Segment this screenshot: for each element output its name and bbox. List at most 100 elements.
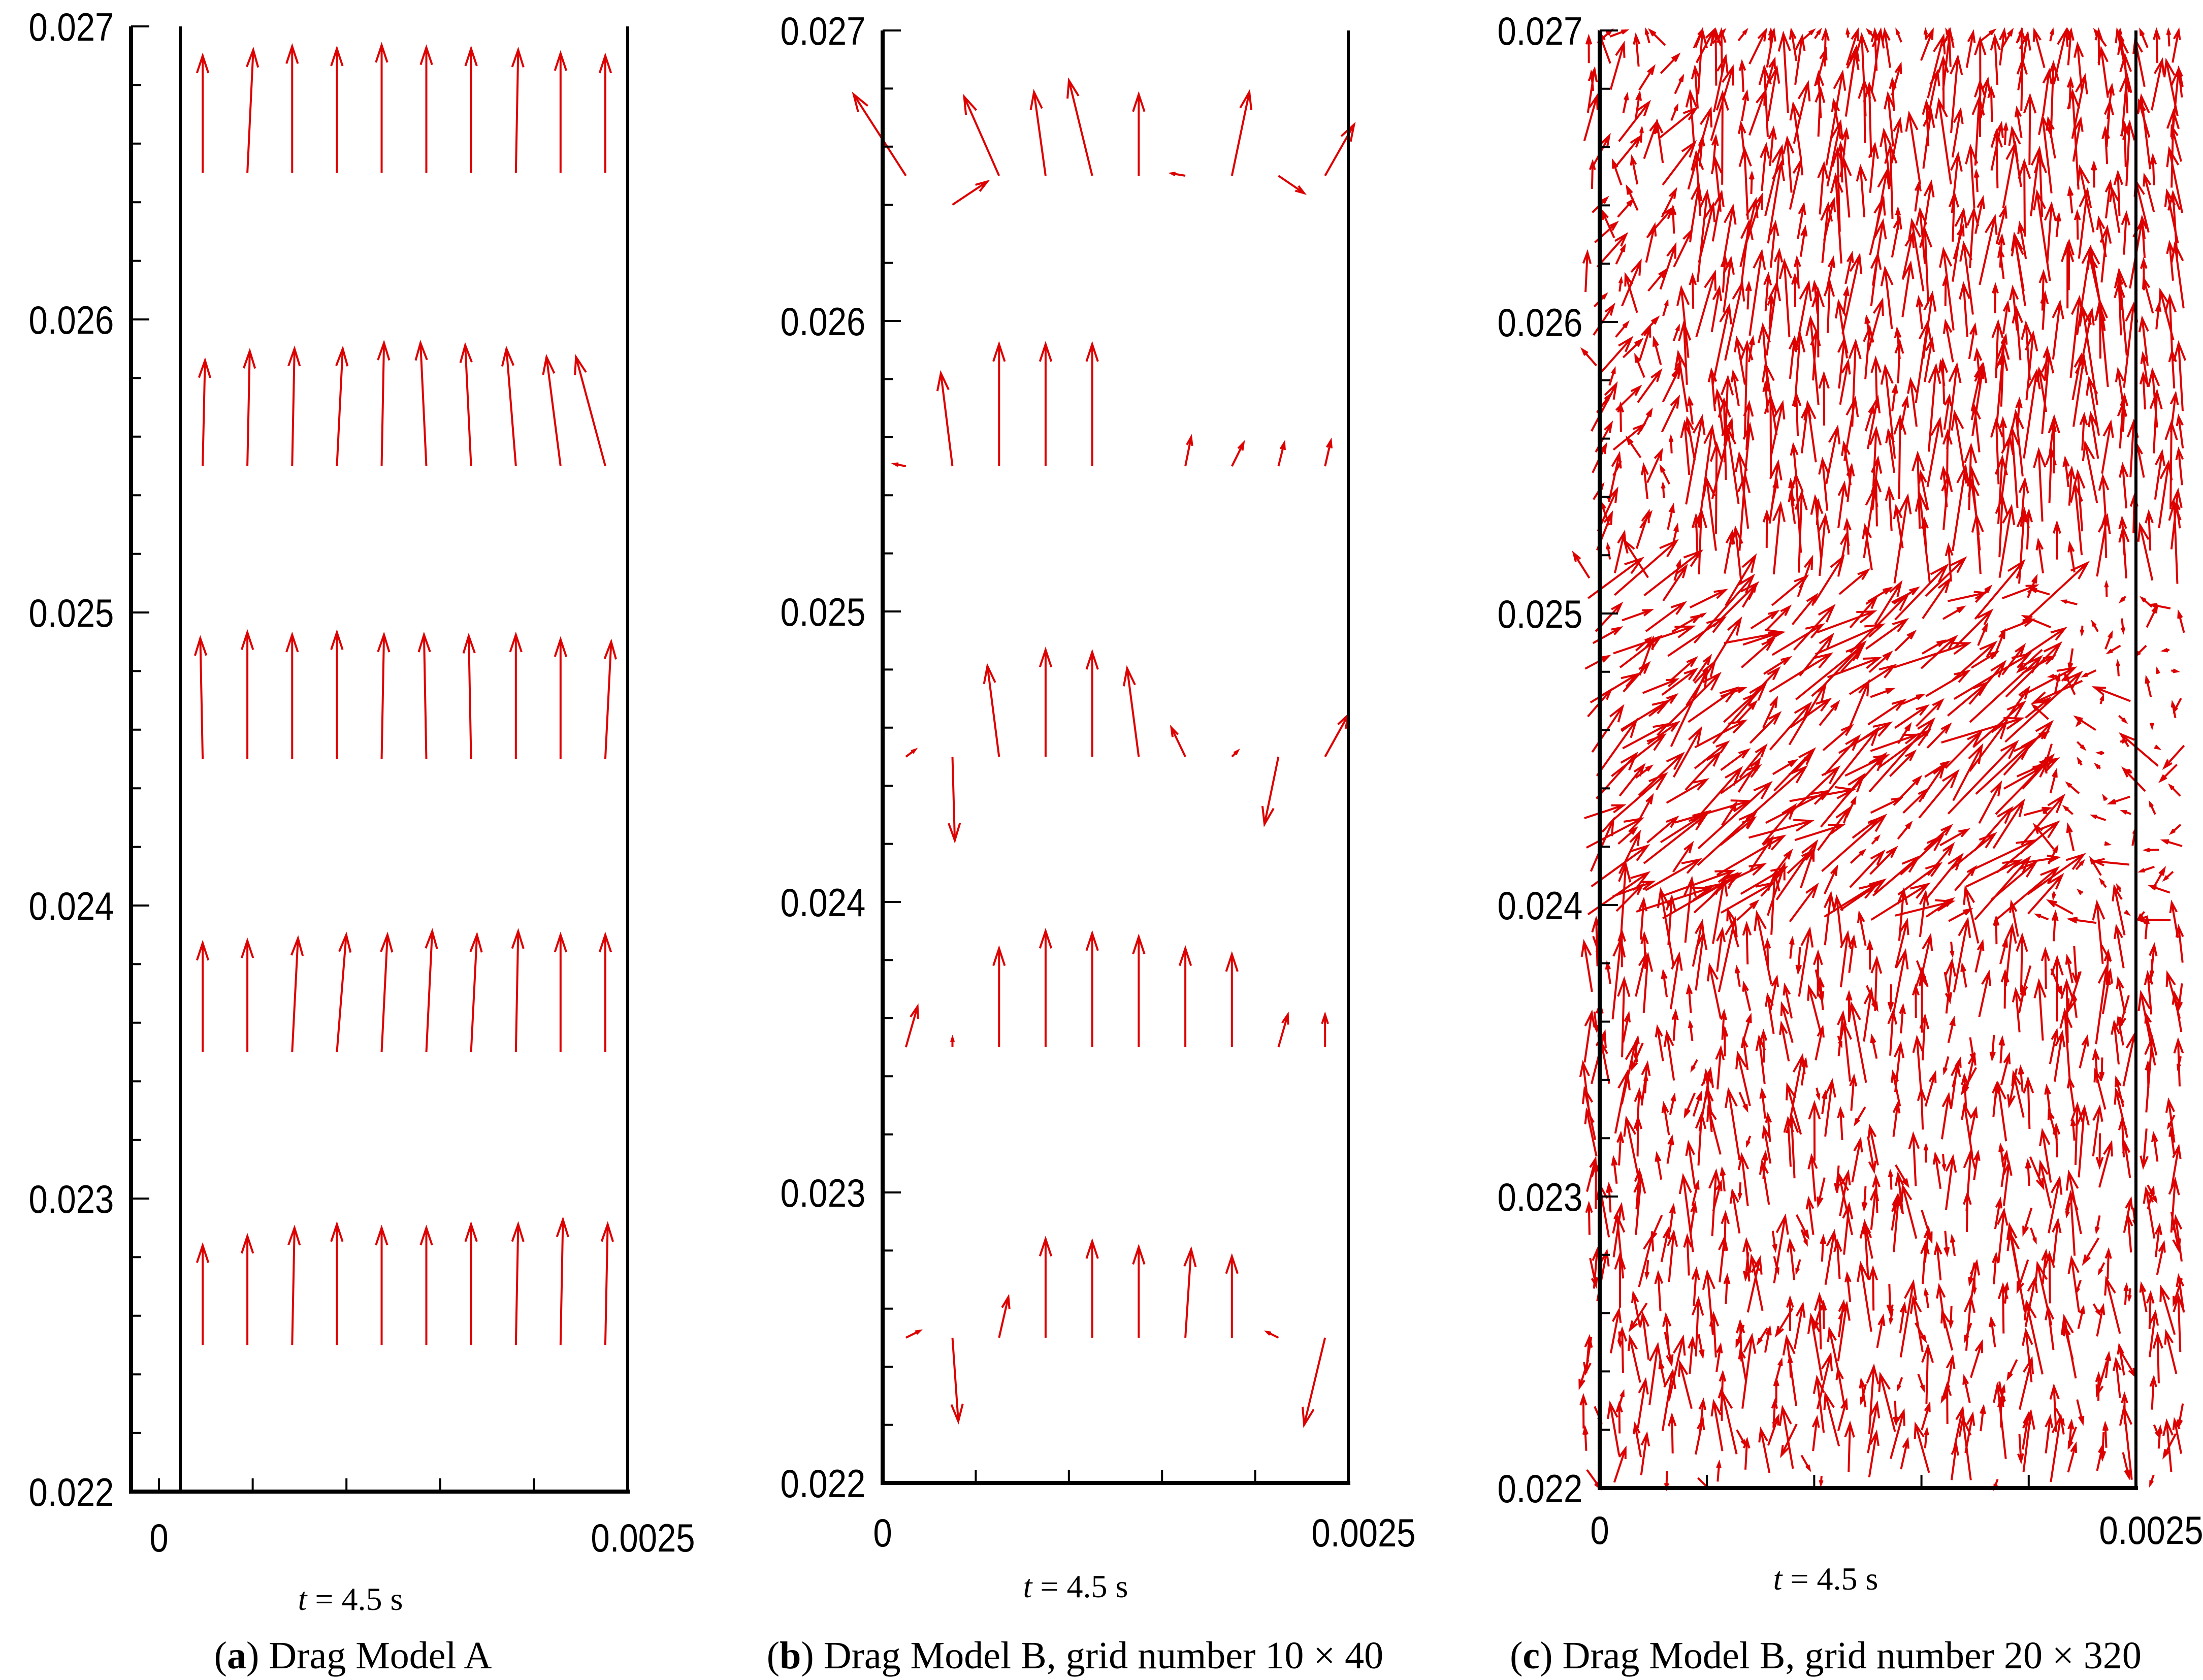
- vector-arrow: [1645, 858, 1702, 891]
- vector-arrow: [2065, 953, 2074, 984]
- vector-arrow: [1882, 27, 1891, 68]
- vector-arrow: [1660, 52, 1681, 74]
- vector-arrow: [1920, 1239, 1930, 1284]
- vector-arrow: [1617, 826, 1639, 845]
- vector-arrow: [2107, 82, 2115, 119]
- vector-arrow: [2162, 1433, 2177, 1460]
- vector-arrow: [1974, 195, 1985, 234]
- vector-arrow: [2123, 769, 2132, 774]
- vector-arrow: [1666, 1134, 1674, 1164]
- vector-arrow: [196, 52, 210, 173]
- vector-arrow: [1637, 793, 1654, 822]
- vector-arrow: [2066, 27, 2071, 41]
- vector-arrow: [1695, 27, 1715, 63]
- vector-arrow: [1749, 711, 1782, 744]
- vector-arrow: [2016, 765, 2043, 778]
- vector-arrow: [1971, 362, 1988, 436]
- vector-arrow: [1823, 197, 1836, 241]
- vector-arrow: [509, 631, 523, 759]
- vector-arrow: [1920, 27, 1934, 61]
- vector-arrow: [2115, 272, 2124, 310]
- vector-arrow: [1693, 573, 1756, 644]
- vector-arrow: [1915, 206, 1928, 264]
- vector-arrow: [1870, 733, 1920, 752]
- vector-arrow: [2067, 185, 2074, 214]
- vector-arrow: [2091, 686, 2131, 702]
- vector-arrow: [2020, 793, 2066, 846]
- vector-arrow: [1695, 269, 1717, 338]
- vector-arrow: [1643, 1073, 1648, 1093]
- vector-arrow: [1969, 1339, 1983, 1378]
- vector-arrow: [2027, 873, 2064, 915]
- vector-arrow: [1742, 1013, 1752, 1040]
- vector-arrow: [1856, 32, 1869, 117]
- vector-arrow: [1878, 1371, 1896, 1432]
- vector-arrow: [2065, 1202, 2071, 1219]
- vector-arrow: [1586, 1155, 1597, 1192]
- vector-arrow: [1688, 1019, 1694, 1042]
- vector-arrow: [2065, 781, 2080, 794]
- vector-arrow: [2061, 241, 2075, 309]
- vector-arrow: [2120, 810, 2131, 815]
- vector-arrow: [1926, 416, 1943, 488]
- vector-arrow: [1821, 1089, 1828, 1114]
- vector-arrow: [419, 44, 433, 173]
- vector-arrow: [1868, 650, 1893, 673]
- vector-arrow: [1748, 1253, 1764, 1311]
- vector-arrow: [377, 339, 391, 466]
- vector-arrow: [2175, 446, 2184, 486]
- vector-arrow: [1974, 939, 1985, 973]
- vector-arrow: [1940, 1091, 1952, 1140]
- y-tick-label: 0.023: [28, 1177, 114, 1221]
- vector-arrow: [2142, 848, 2159, 853]
- vector-arrow: [1867, 1136, 1877, 1174]
- vector-arrow: [2139, 1281, 2148, 1312]
- x-tick-label: 0: [149, 1516, 168, 1560]
- vector-arrow: [1695, 612, 1707, 620]
- vector-arrow: [2158, 287, 2175, 341]
- vector-arrow: [1617, 198, 1635, 218]
- y-tick-label: 0.026: [780, 300, 865, 344]
- vector-arrow: [2060, 599, 2078, 605]
- vector-arrow: [1800, 1056, 1808, 1086]
- vector-arrow: [469, 931, 483, 1052]
- vector-arrow: [2168, 348, 2177, 389]
- vector-arrow: [285, 631, 299, 759]
- vector-arrow: [1916, 960, 1927, 986]
- vector-arrow: [600, 1221, 614, 1345]
- vector-arrow: [2092, 1048, 2100, 1083]
- vector-arrow: [2118, 515, 2127, 556]
- vector-arrow: [419, 1224, 433, 1345]
- vector-arrow: [1823, 890, 1835, 946]
- vector-arrow: [1168, 172, 1186, 177]
- vector-arrow: [1822, 724, 1854, 751]
- vector-arrow: [1900, 1436, 1909, 1470]
- vector-arrow: [2091, 858, 2130, 866]
- vector-arrow: [2060, 978, 2074, 1043]
- vector-arrow: [2027, 573, 2038, 598]
- vector-arrow: [1894, 917, 1909, 968]
- vector-arrow: [1661, 481, 1666, 499]
- vector-arrow: [1916, 295, 1924, 330]
- vector-arrow: [2149, 153, 2157, 185]
- vector-arrow: [1894, 1164, 1909, 1188]
- vector-arrow: [2177, 1056, 2182, 1072]
- vector-arrow: [1772, 501, 1786, 575]
- vector-arrow: [2177, 609, 2185, 633]
- vector-arrow: [2017, 1434, 2024, 1465]
- vector-arrow: [2074, 209, 2081, 240]
- vector-arrow: [2052, 891, 2056, 901]
- vector-arrow: [1661, 667, 1699, 696]
- vector-arrow: [1689, 1201, 1698, 1234]
- vector-arrow: [1816, 1177, 1826, 1208]
- vector-arrow: [1623, 538, 1649, 578]
- vector-arrow: [1927, 363, 1941, 452]
- vector-arrow: [1184, 434, 1193, 467]
- vector-arrow: [2017, 30, 2031, 90]
- vector-arrow: [1735, 964, 1741, 987]
- vector-arrow: [1867, 1400, 1881, 1453]
- vector-arrow: [1590, 672, 1640, 704]
- vector-arrow: [2089, 814, 2107, 821]
- vector-arrow: [1748, 89, 1766, 136]
- vector-arrow: [1816, 1087, 1821, 1101]
